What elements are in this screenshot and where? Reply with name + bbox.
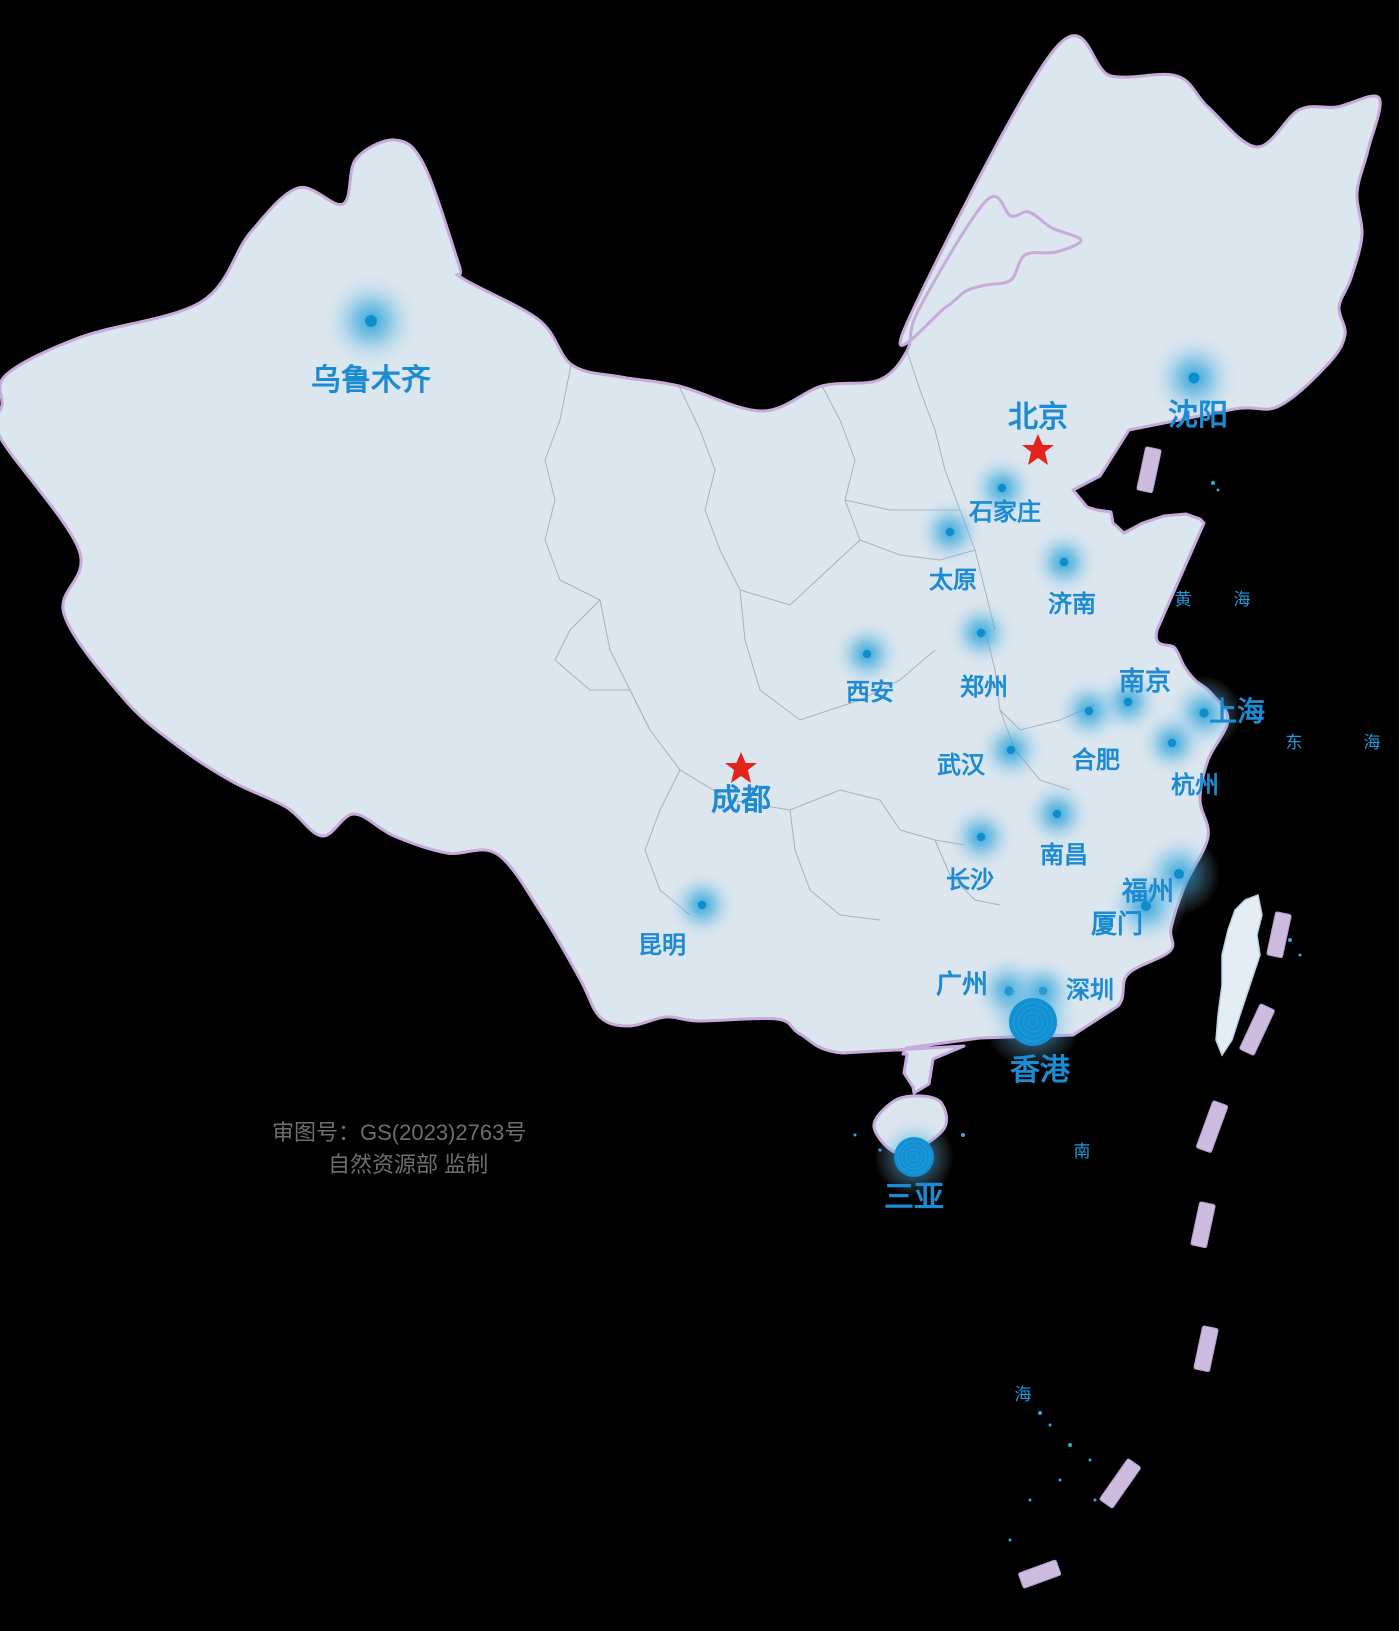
svg-text:东: 东 <box>1286 733 1303 752</box>
svg-text:北京: 北京 <box>1008 400 1068 434</box>
svg-text:沈阳: 沈阳 <box>1168 399 1228 432</box>
svg-text:济南: 济南 <box>1048 590 1096 618</box>
svg-text:三亚: 三亚 <box>884 1181 944 1214</box>
svg-text:上海: 上海 <box>1209 696 1265 727</box>
svg-text:长沙: 长沙 <box>946 867 994 894</box>
svg-text:海: 海 <box>1364 733 1381 752</box>
svg-text:香港: 香港 <box>1010 1054 1071 1087</box>
svg-text:南京: 南京 <box>1119 666 1171 696</box>
svg-text:审图号：GS(2023)2763号: 审图号：GS(2023)2763号 <box>272 1120 526 1145</box>
svg-text:深圳: 深圳 <box>1066 977 1114 1004</box>
svg-text:太原: 太原 <box>929 567 977 594</box>
svg-text:合肥: 合肥 <box>1072 746 1120 774</box>
svg-text:自然资源部 监制: 自然资源部 监制 <box>328 1152 488 1177</box>
svg-text:石家庄: 石家庄 <box>968 498 1041 526</box>
svg-text:黄: 黄 <box>1175 590 1192 609</box>
svg-text:厦门: 厦门 <box>1091 909 1143 939</box>
svg-text:海: 海 <box>1015 1385 1032 1404</box>
svg-text:福州: 福州 <box>1121 876 1174 906</box>
svg-text:杭州: 杭州 <box>1171 771 1219 799</box>
svg-text:海: 海 <box>1234 590 1251 609</box>
svg-text:广州: 广州 <box>936 969 988 999</box>
svg-text:武汉: 武汉 <box>937 752 986 779</box>
svg-text:西安: 西安 <box>846 678 894 706</box>
svg-text:昆明: 昆明 <box>638 932 686 959</box>
svg-text:成都: 成都 <box>711 784 771 817</box>
svg-text:郑州: 郑州 <box>960 674 1008 701</box>
svg-text:南昌: 南昌 <box>1040 842 1088 869</box>
svg-text:乌鲁木齐: 乌鲁木齐 <box>311 364 431 397</box>
svg-text:南: 南 <box>1074 1142 1091 1161</box>
